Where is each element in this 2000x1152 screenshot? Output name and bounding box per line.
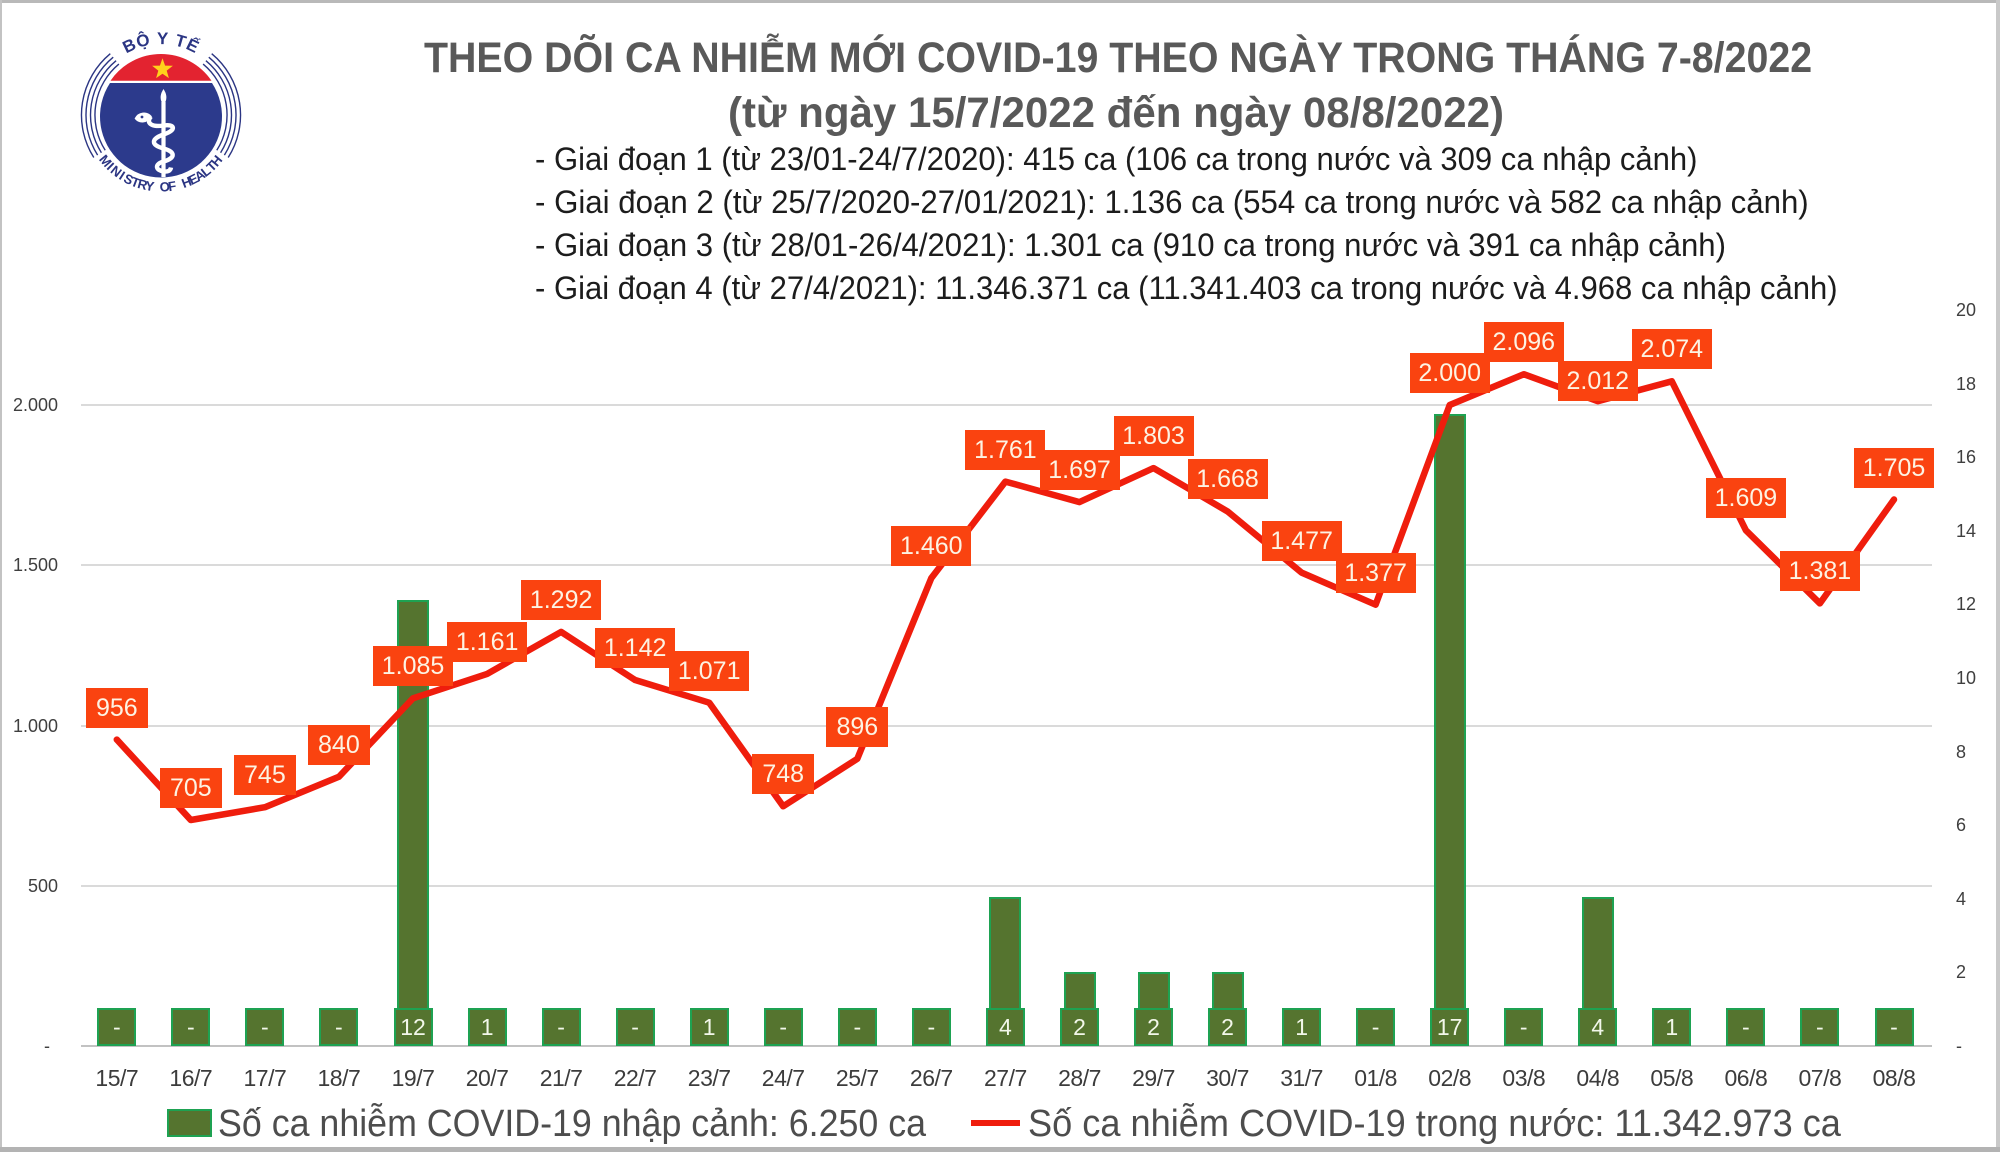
svg-text:R: R bbox=[136, 176, 150, 193]
svg-text:F: F bbox=[167, 178, 177, 194]
svg-text:BỘ Y TẾ: BỘ Y TẾ bbox=[120, 30, 203, 57]
svg-text:Y: Y bbox=[144, 178, 155, 194]
svg-text:O: O bbox=[159, 179, 170, 195]
svg-text:I: I bbox=[117, 168, 128, 183]
